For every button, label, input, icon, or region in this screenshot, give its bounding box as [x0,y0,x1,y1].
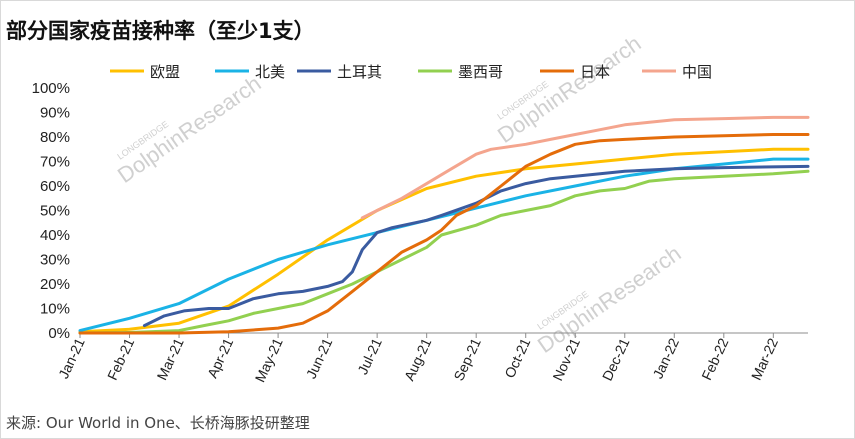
y-tick-label: 50% [40,203,70,220]
series-line [142,164,810,328]
y-tick-label: 70% [40,154,70,171]
y-tick-label: 30% [40,252,70,269]
series-line [360,115,810,220]
y-tick-label: 80% [40,129,70,146]
y-tick-label: 100% [32,80,70,97]
y-tick-label: 20% [40,276,70,293]
legend-label: 北美 [255,63,285,81]
series-line [78,169,810,335]
y-tick-label: 10% [40,301,70,318]
legend-label: 日本 [580,63,610,81]
legend-label: 土耳其 [337,63,382,81]
legend-label: 欧盟 [150,63,180,81]
y-tick-label: 60% [40,178,70,195]
series-line [78,147,810,334]
legend-label: 中国 [682,63,712,81]
series-line [78,157,810,333]
chart-title: 部分国家疫苗接种率（至少1支） [6,19,315,43]
legend-label: 墨西哥 [458,63,503,81]
legend: 欧盟 北美 土耳其 墨西哥 日本 中国 [110,63,712,81]
source-note: 来源: Our World in One、长桥海豚投研整理 [6,414,310,432]
series-line [78,133,810,335]
y-tick-label: 40% [40,227,70,244]
y-tick-label: 0% [48,325,70,342]
y-tick-label: 90% [40,105,70,122]
